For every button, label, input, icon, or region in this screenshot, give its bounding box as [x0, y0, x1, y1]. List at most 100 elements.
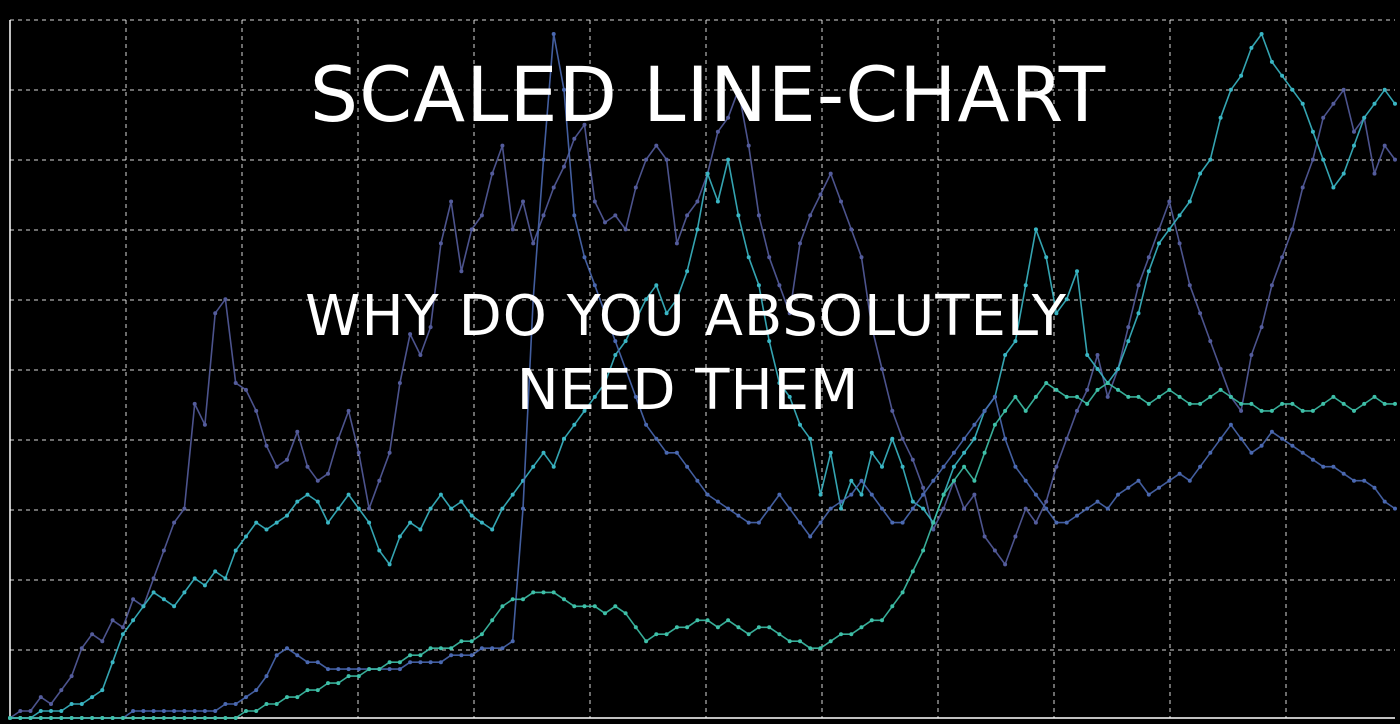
data-point: [100, 716, 105, 720]
data-point: [1095, 499, 1100, 504]
series-1: [8, 87, 1397, 720]
data-point: [562, 597, 566, 602]
data-point: [1177, 394, 1182, 399]
data-point: [623, 339, 628, 344]
data-point: [1249, 45, 1254, 50]
data-point: [767, 255, 772, 260]
data-point: [541, 450, 546, 455]
data-point: [459, 653, 464, 658]
data-point: [1187, 478, 1192, 483]
data-point: [839, 499, 843, 504]
data-point: [1331, 464, 1336, 469]
data-point: [736, 87, 741, 92]
data-point: [490, 171, 495, 176]
data-point: [695, 618, 700, 623]
data-point: [1146, 401, 1151, 406]
data-point: [787, 639, 792, 644]
data-point: [1013, 339, 1018, 344]
data-point: [880, 506, 884, 511]
data-point: [1382, 87, 1387, 92]
data-point: [951, 464, 956, 469]
data-point: [408, 653, 413, 658]
data-point: [100, 688, 105, 693]
data-point: [1033, 394, 1038, 399]
data-point: [880, 464, 884, 469]
data-point: [808, 436, 813, 441]
data-point: [305, 660, 310, 665]
data-point: [28, 709, 33, 713]
data-point: [1023, 478, 1028, 483]
data-point: [880, 367, 884, 371]
data-point: [192, 576, 197, 581]
data-point: [746, 255, 751, 260]
data-point: [500, 506, 505, 511]
data-point: [1105, 381, 1110, 385]
data-point: [479, 632, 484, 637]
data-point: [233, 381, 238, 385]
data-point: [59, 716, 64, 720]
data-point: [1167, 227, 1172, 232]
data-point: [1269, 429, 1274, 434]
data-point: [438, 646, 443, 651]
data-point: [1321, 464, 1326, 469]
data-point: [305, 688, 310, 693]
data-point: [1105, 394, 1110, 399]
data-point: [213, 709, 218, 713]
data-point: [1352, 408, 1356, 413]
data-point: [151, 590, 156, 595]
data-point: [1023, 506, 1028, 511]
data-point: [500, 143, 505, 148]
data-point: [182, 590, 187, 595]
data-point: [336, 436, 341, 441]
data-point: [1280, 255, 1285, 260]
data-point: [798, 520, 802, 525]
data-point: [808, 534, 813, 539]
data-point: [1198, 171, 1203, 176]
data-point: [1362, 115, 1367, 120]
data-point: [172, 709, 177, 713]
data-point: [572, 136, 577, 141]
chart-grid: [9, 19, 1395, 719]
data-point: [962, 450, 967, 455]
data-point: [982, 408, 987, 413]
data-point: [1126, 394, 1131, 399]
data-point: [839, 632, 843, 637]
data-point: [131, 597, 136, 602]
data-point: [592, 283, 597, 288]
data-point: [1157, 227, 1161, 232]
data-point: [408, 332, 413, 337]
data-point: [449, 646, 454, 651]
data-point: [1033, 520, 1038, 525]
data-point: [921, 492, 926, 497]
data-point: [244, 709, 248, 713]
data-point: [1116, 492, 1120, 497]
data-point: [428, 646, 433, 651]
data-point: [1044, 255, 1049, 260]
data-point: [1033, 492, 1038, 497]
data-point: [921, 506, 926, 511]
data-point: [1167, 199, 1172, 204]
data-point: [1239, 436, 1244, 441]
data-point: [377, 478, 382, 483]
data-point: [151, 709, 156, 713]
data-point: [1300, 408, 1305, 413]
data-point: [1208, 339, 1213, 344]
data-point: [828, 506, 833, 511]
data-point: [244, 387, 248, 392]
data-point: [397, 534, 402, 539]
data-point: [582, 604, 587, 609]
data-point: [28, 716, 33, 720]
data-point: [59, 709, 64, 713]
data-point: [479, 213, 484, 218]
data-point: [397, 667, 402, 672]
data-point: [726, 115, 731, 120]
data-point: [941, 464, 946, 469]
data-point: [18, 709, 23, 713]
data-point: [356, 667, 361, 672]
data-point: [326, 471, 330, 476]
data-point: [1075, 408, 1079, 413]
data-point: [562, 87, 566, 92]
data-point: [1116, 367, 1120, 371]
data-point: [849, 478, 854, 483]
data-point: [1177, 213, 1182, 218]
